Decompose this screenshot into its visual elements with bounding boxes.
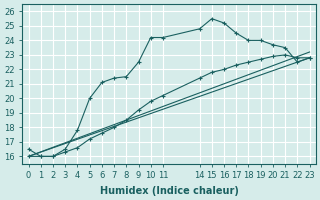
X-axis label: Humidex (Indice chaleur): Humidex (Indice chaleur) xyxy=(100,186,238,196)
